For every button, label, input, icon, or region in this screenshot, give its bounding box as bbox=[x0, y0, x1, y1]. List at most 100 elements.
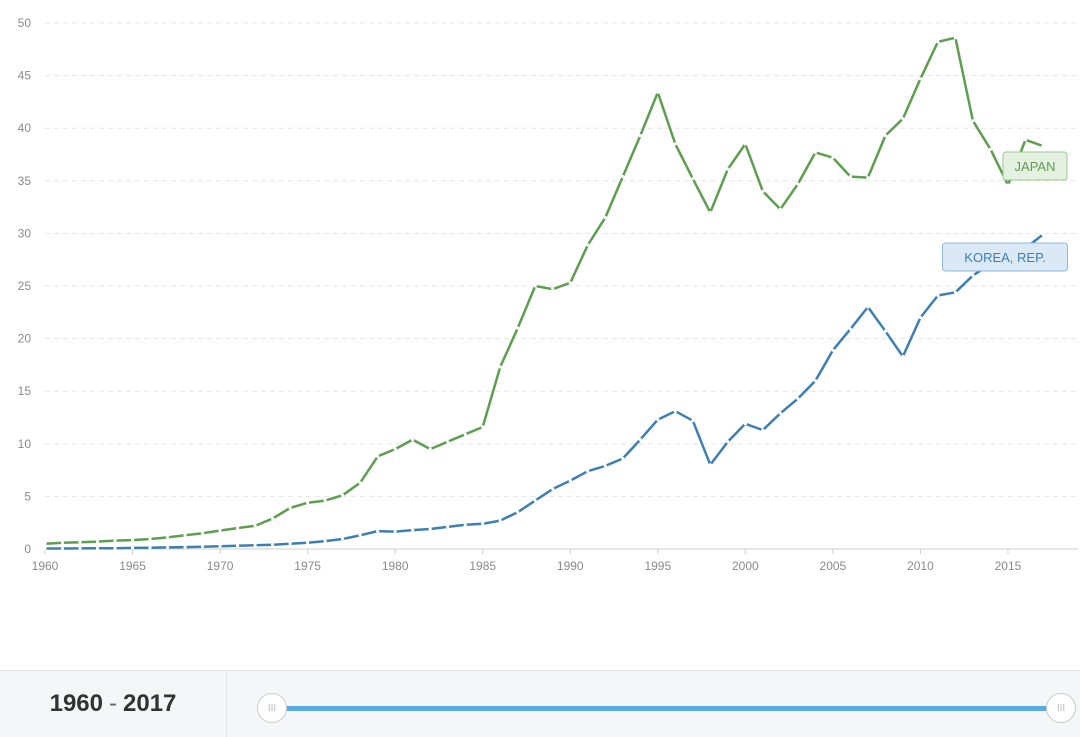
range-slider-track[interactable] bbox=[272, 706, 1062, 711]
data-point[interactable] bbox=[813, 379, 817, 383]
data-point[interactable] bbox=[638, 133, 642, 138]
data-point[interactable] bbox=[761, 189, 765, 193]
data-point[interactable] bbox=[971, 273, 975, 278]
data-point[interactable] bbox=[551, 287, 555, 291]
data-point[interactable] bbox=[586, 243, 590, 247]
data-point[interactable] bbox=[516, 510, 520, 514]
data-point[interactable] bbox=[918, 77, 923, 81]
data-point[interactable] bbox=[393, 447, 397, 451]
data-point[interactable] bbox=[1041, 232, 1045, 237]
data-point[interactable] bbox=[953, 36, 958, 40]
data-point[interactable] bbox=[376, 454, 380, 459]
data-point[interactable] bbox=[306, 541, 310, 545]
data-point[interactable] bbox=[60, 541, 65, 545]
data-point[interactable] bbox=[78, 540, 82, 544]
data-point[interactable] bbox=[428, 527, 432, 531]
data-point[interactable] bbox=[953, 290, 958, 294]
data-point[interactable] bbox=[218, 528, 222, 533]
data-point[interactable] bbox=[218, 544, 222, 548]
data-point[interactable] bbox=[708, 463, 712, 467]
data-point[interactable] bbox=[498, 518, 502, 523]
data-point[interactable] bbox=[200, 531, 205, 535]
data-point[interactable] bbox=[288, 542, 292, 546]
data-point[interactable] bbox=[148, 546, 152, 550]
data-point[interactable] bbox=[568, 479, 572, 483]
data-point[interactable] bbox=[796, 396, 800, 401]
data-point[interactable] bbox=[533, 499, 537, 503]
data-point[interactable] bbox=[288, 506, 292, 510]
data-point[interactable] bbox=[446, 525, 450, 529]
data-point[interactable] bbox=[778, 411, 782, 415]
data-point[interactable] bbox=[271, 516, 275, 521]
data-point[interactable] bbox=[165, 545, 170, 550]
data-point[interactable] bbox=[235, 544, 240, 548]
data-point[interactable] bbox=[1023, 138, 1028, 142]
data-point[interactable] bbox=[130, 546, 135, 550]
data-point[interactable] bbox=[971, 119, 975, 123]
data-point[interactable] bbox=[183, 533, 187, 537]
data-point[interactable] bbox=[691, 419, 695, 423]
data-point[interactable] bbox=[866, 305, 870, 309]
data-point[interactable] bbox=[743, 142, 747, 146]
data-point[interactable] bbox=[726, 167, 730, 171]
data-point[interactable] bbox=[183, 545, 187, 549]
data-point[interactable] bbox=[831, 156, 835, 160]
data-point[interactable] bbox=[813, 150, 817, 154]
data-point[interactable] bbox=[481, 522, 485, 526]
data-point[interactable] bbox=[761, 428, 765, 432]
data-point[interactable] bbox=[656, 418, 660, 422]
data-point[interactable] bbox=[341, 537, 345, 541]
data-point[interactable] bbox=[428, 447, 432, 451]
data-point[interactable] bbox=[621, 456, 625, 461]
data-point[interactable] bbox=[165, 535, 170, 540]
data-point[interactable] bbox=[253, 543, 257, 547]
data-point[interactable] bbox=[323, 499, 327, 503]
data-point[interactable] bbox=[796, 182, 800, 186]
data-point[interactable] bbox=[463, 523, 467, 527]
data-point[interactable] bbox=[411, 528, 415, 532]
data-point[interactable] bbox=[148, 537, 152, 541]
data-point[interactable] bbox=[95, 540, 100, 544]
data-point[interactable] bbox=[446, 440, 450, 444]
range-slider-start-handle[interactable]: III bbox=[257, 693, 287, 723]
data-point[interactable] bbox=[1041, 144, 1045, 148]
data-point[interactable] bbox=[883, 329, 888, 333]
data-point[interactable] bbox=[918, 315, 923, 320]
data-point[interactable] bbox=[726, 440, 730, 444]
range-slider-end-handle[interactable]: III bbox=[1046, 693, 1076, 723]
data-point[interactable] bbox=[253, 524, 257, 528]
data-point[interactable] bbox=[778, 207, 782, 211]
data-point[interactable] bbox=[603, 464, 607, 468]
data-point[interactable] bbox=[586, 469, 590, 473]
data-point[interactable] bbox=[621, 174, 625, 179]
data-point[interactable] bbox=[831, 348, 835, 352]
data-point[interactable] bbox=[358, 481, 362, 485]
data-point[interactable] bbox=[498, 365, 502, 369]
data-point[interactable] bbox=[883, 133, 888, 138]
data-point[interactable] bbox=[516, 326, 520, 330]
data-point[interactable] bbox=[78, 546, 82, 550]
data-point[interactable] bbox=[568, 281, 572, 285]
data-point[interactable] bbox=[673, 142, 677, 146]
data-point[interactable] bbox=[393, 530, 397, 534]
data-point[interactable] bbox=[411, 437, 415, 442]
data-point[interactable] bbox=[848, 174, 852, 179]
data-point[interactable] bbox=[936, 40, 940, 44]
data-point[interactable] bbox=[113, 538, 117, 543]
data-point[interactable] bbox=[43, 546, 47, 551]
data-point[interactable] bbox=[936, 293, 940, 298]
data-point[interactable] bbox=[988, 147, 993, 151]
data-point[interactable] bbox=[638, 437, 642, 442]
data-point[interactable] bbox=[901, 354, 905, 359]
data-point[interactable] bbox=[901, 117, 905, 121]
data-point[interactable] bbox=[866, 176, 870, 180]
data-point[interactable] bbox=[708, 210, 712, 214]
data-point[interactable] bbox=[656, 90, 660, 95]
data-point[interactable] bbox=[673, 409, 677, 413]
data-point[interactable] bbox=[848, 327, 852, 331]
data-point[interactable] bbox=[200, 545, 205, 549]
data-point[interactable] bbox=[1006, 183, 1010, 187]
data-point[interactable] bbox=[603, 216, 607, 220]
data-point[interactable] bbox=[463, 432, 467, 436]
data-point[interactable] bbox=[306, 501, 310, 505]
